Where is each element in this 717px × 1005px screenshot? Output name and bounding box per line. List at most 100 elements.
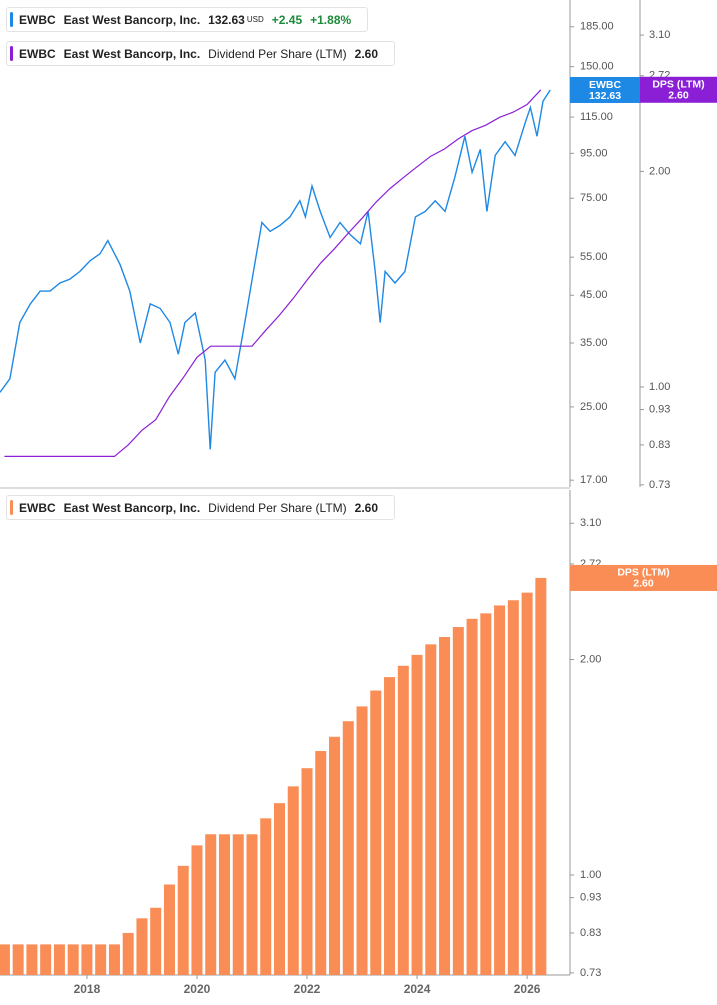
bar [521,592,533,975]
x-tick-label: 2022 [294,982,321,996]
bar [218,834,230,975]
bar [12,944,24,975]
bar [507,600,519,975]
badge-bg [570,76,640,103]
legend-last: 2.60 [354,500,379,515]
badge-bg [640,76,717,103]
legend-symbol: EWBC [19,12,56,27]
legend-currency: USD [246,15,264,24]
series-line [4,89,542,457]
legend-indicator: Dividend Per Share (LTM) [208,46,347,61]
x-tick-label: 2026 [514,982,541,996]
bar [81,944,93,975]
y-tick-label: 75.00 [580,192,608,204]
x-tick-label: 2024 [404,982,431,996]
badge-value: 2.60 [668,90,689,102]
y-tick-label: 95.00 [580,147,608,159]
bar [315,751,327,975]
bar [122,932,134,975]
y2-tick-label: 0.83 [649,439,670,451]
y-tick-label: 185.00 [580,21,614,33]
series-line [0,89,551,450]
bar [480,613,492,975]
legend-change-pct: +1.88% [310,12,352,27]
legend-name: East West Bancorp, Inc. [63,12,201,27]
bar [205,834,217,975]
x-tick-label: 2018 [74,982,101,996]
bar [273,803,285,975]
y-tick-label: 2.00 [580,653,601,665]
y-tick-label: 35.00 [580,337,608,349]
bar [150,907,162,975]
price-badge: DPS (LTM)2.60 [570,564,717,591]
y-tick-label: 3.10 [580,517,601,529]
legend: EWBC East West Bancorp, Inc. Dividend Pe… [6,41,396,66]
bar [95,944,107,975]
bar [177,865,189,975]
bar [287,786,299,975]
y2-tick-label: 0.73 [649,479,670,491]
bar [260,818,272,975]
bar [53,944,65,975]
legend-symbol: EWBC [19,46,56,61]
y2-tick-label: 3.10 [649,29,670,41]
bar [329,736,341,975]
bar [301,768,313,975]
price-badge: DPS (LTM)2.60 [640,76,717,103]
legend-last: 132.63 [208,12,245,27]
bar [163,884,175,975]
badge-value: 2.60 [633,578,654,590]
bar [356,706,368,975]
bar [397,665,409,975]
y-tick-label: 17.00 [580,474,608,486]
y2-tick-label: 1.00 [649,381,670,393]
bar [535,577,547,975]
bar [136,918,148,975]
bar [466,618,478,975]
bar [191,845,203,975]
bar [494,605,506,975]
bar [411,654,423,975]
y-tick-label: 0.73 [580,967,601,979]
legend: EWBC East West Bancorp, Inc. Dividend Pe… [6,495,396,520]
y-tick-label: 150.00 [580,61,614,73]
badge-value: 132.63 [589,90,621,102]
bar [26,944,38,975]
legend-change: +2.45 [271,12,303,27]
legend-symbol: EWBC [19,500,56,515]
y-tick-label: 115.00 [580,111,613,123]
badge-label: EWBC [589,79,621,91]
bar [370,690,382,975]
y-tick-label: 25.00 [580,401,608,413]
bar [40,944,52,975]
bar [425,644,437,975]
legend-name: East West Bancorp, Inc. [63,500,201,515]
bar [0,944,10,975]
bar [246,834,258,975]
bar [384,677,396,975]
y2-tick-label: 2.00 [649,165,670,177]
y-tick-label: 55.00 [580,251,608,263]
badge-label: DPS (LTM) [652,79,704,91]
y-tick-label: 0.93 [580,891,601,903]
bar [232,834,244,975]
y2-tick-label: 0.93 [649,403,670,415]
y-tick-label: 45.00 [580,289,608,301]
badge-bg [570,564,717,591]
bar [342,721,354,975]
y-tick-label: 0.83 [580,927,601,939]
legend-indicator: Dividend Per Share (LTM) [208,500,347,515]
x-tick-label: 2020 [184,982,211,996]
legend-name: East West Bancorp, Inc. [63,46,201,61]
legend: EWBC East West Bancorp, Inc. 132.63 USD … [6,7,369,32]
bar [452,627,464,975]
bar [67,944,79,975]
y-tick-label: 1.00 [580,869,601,881]
bar [439,637,451,975]
bar [108,944,120,975]
badge-label: DPS (LTM) [617,567,669,579]
legend-last: 2.60 [354,46,379,61]
